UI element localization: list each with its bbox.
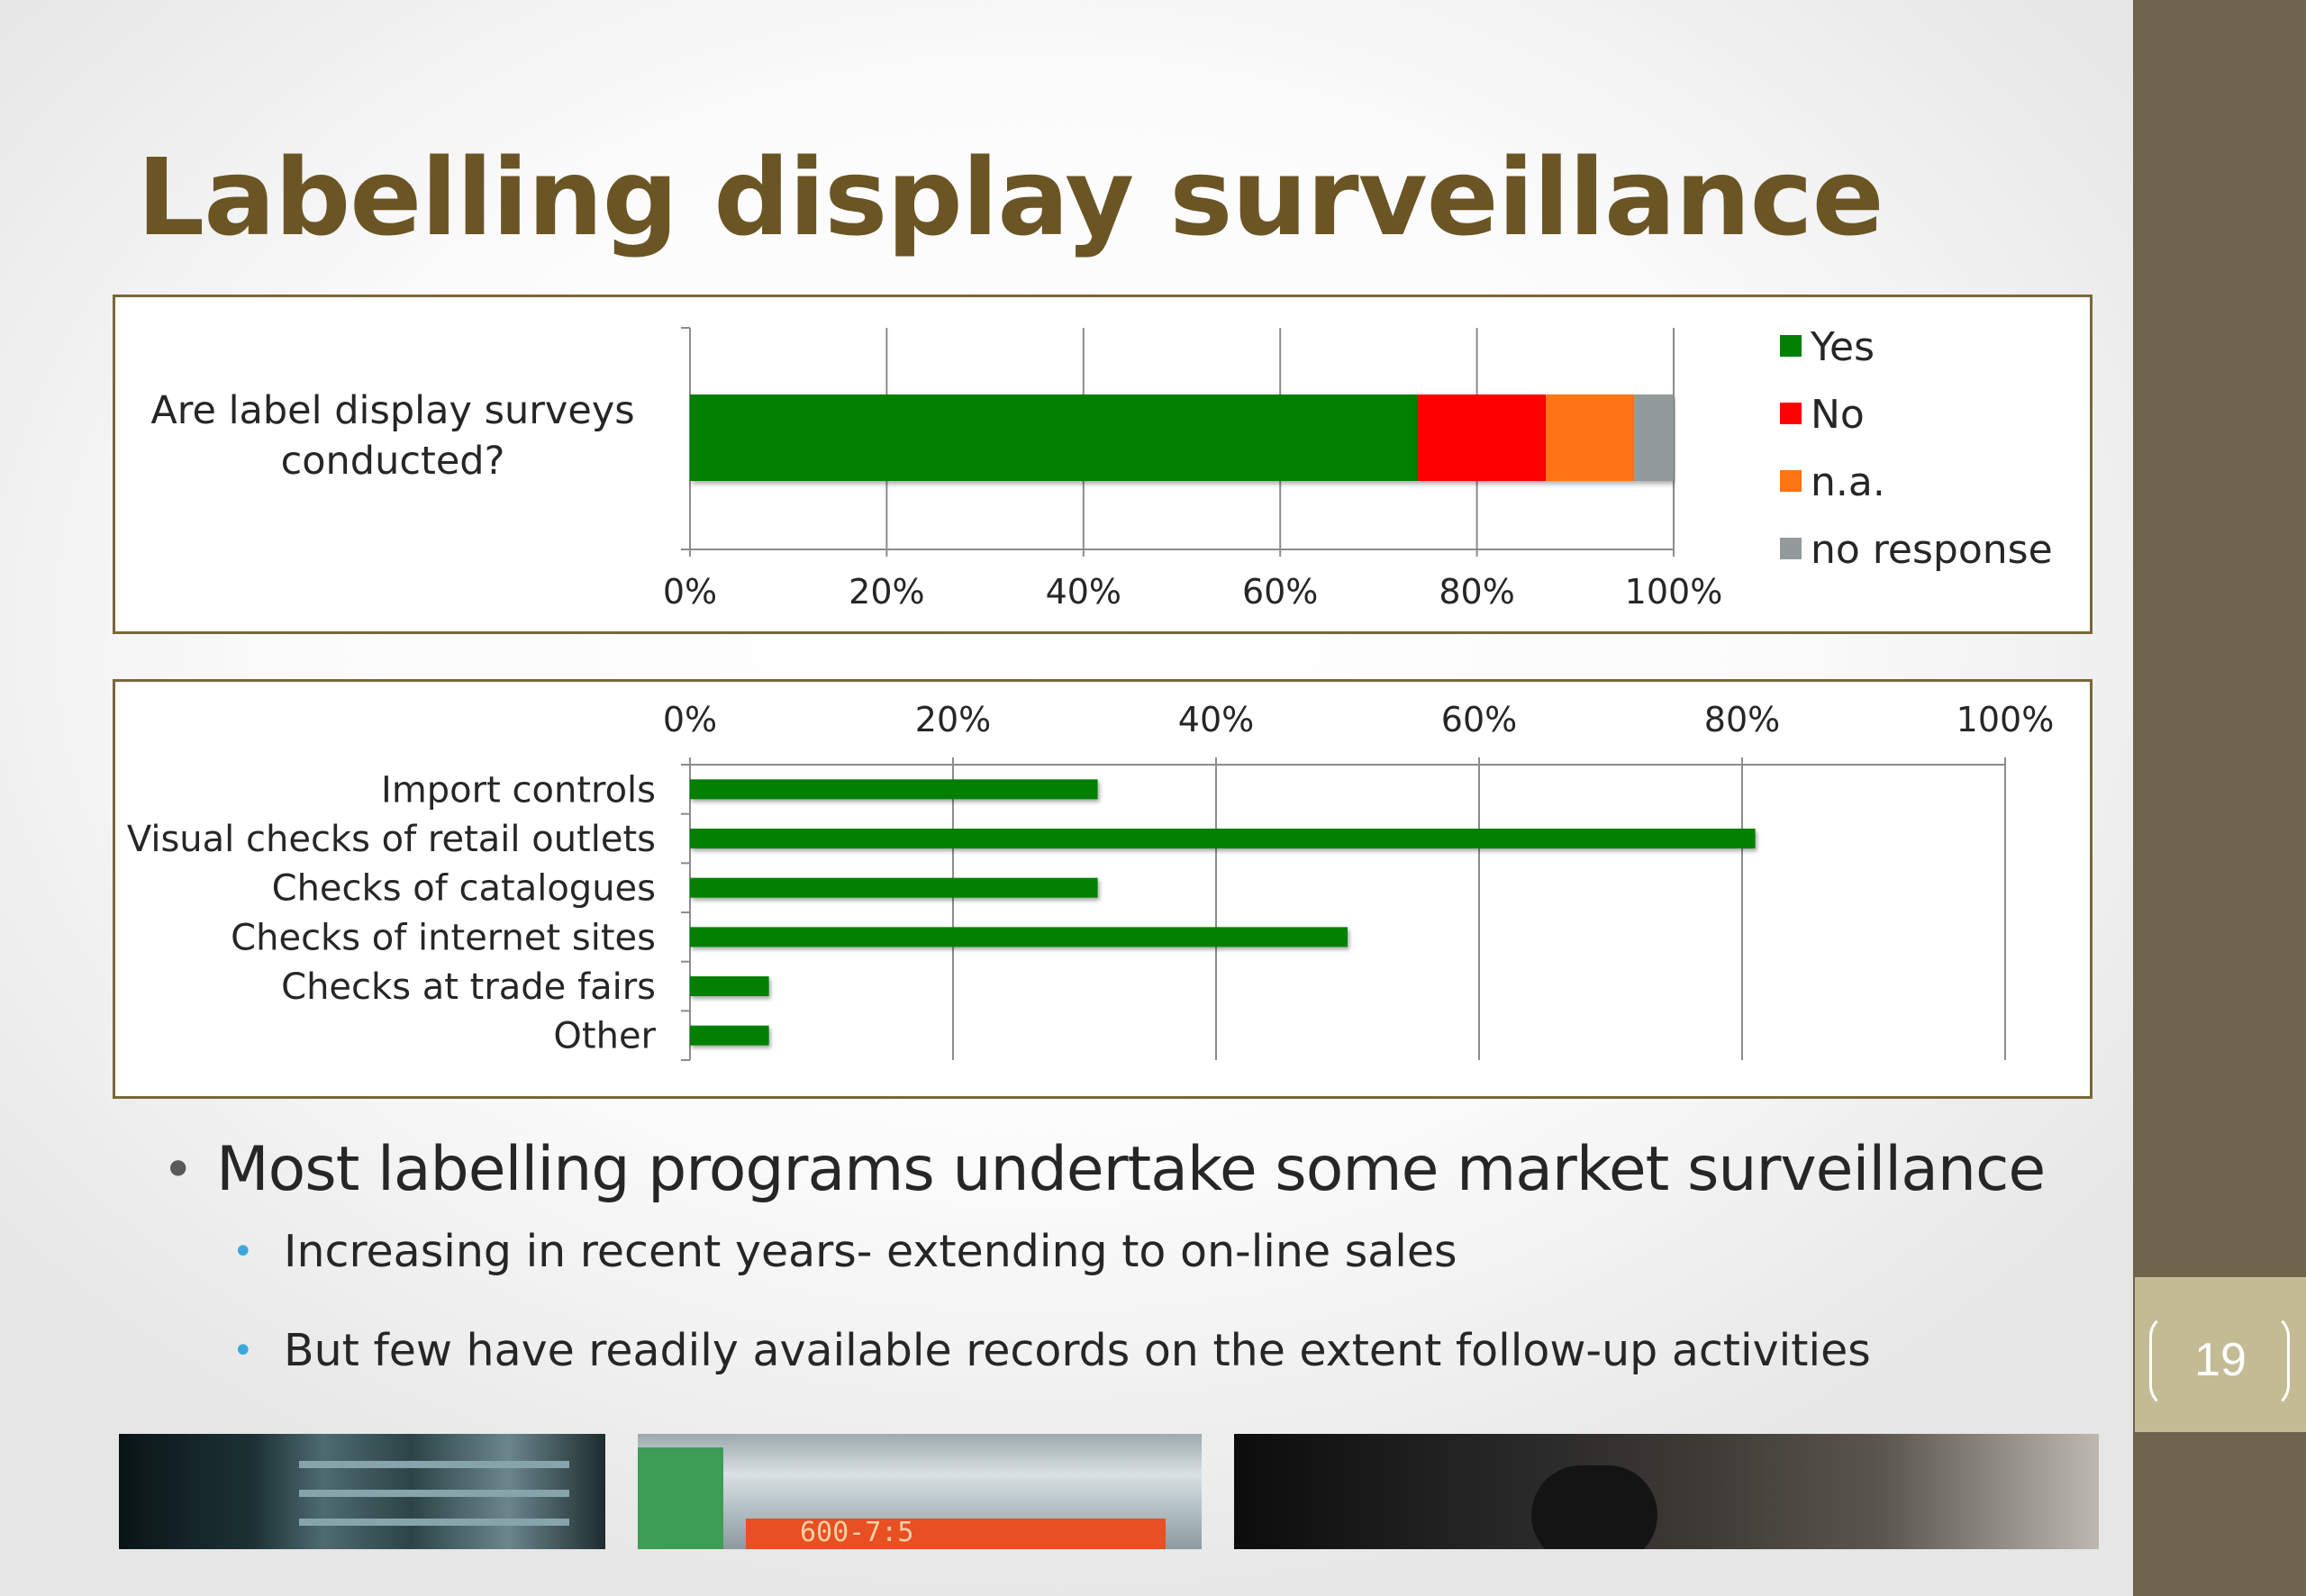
x-tick-label: 100% bbox=[1625, 572, 1723, 612]
photo-shelf-detail bbox=[299, 1519, 569, 1526]
photo-store-inspection bbox=[1234, 1434, 2099, 1549]
category-label: conducted? bbox=[281, 439, 505, 484]
x-tick-label: 80% bbox=[1704, 700, 1780, 739]
bar bbox=[690, 829, 1756, 848]
chart-frame-methods: 0% 20% 40% 60% 80% 100% Import controls Visual … bbox=[113, 679, 2093, 1099]
bar bbox=[690, 877, 1098, 898]
bar-segment bbox=[690, 394, 1419, 481]
x-tick-label: 20% bbox=[915, 700, 991, 739]
bullet-sub-text: But few have readily available records o… bbox=[284, 1325, 1871, 1376]
photo-person-detail bbox=[1531, 1465, 1657, 1549]
category-label: Visual checks of retail outlets bbox=[127, 819, 656, 860]
bar bbox=[690, 976, 769, 996]
bar-segment bbox=[1546, 394, 1635, 481]
category-label: Checks of internet sites bbox=[231, 917, 656, 958]
bullet-main-text: Most labelling programs undertake some m… bbox=[216, 1134, 2046, 1205]
legend-label: no response bbox=[1811, 527, 2053, 573]
page-number-bracket bbox=[2149, 1313, 2290, 1409]
bar bbox=[690, 779, 1098, 800]
legend-swatch bbox=[1780, 470, 1802, 492]
photo-label-panel bbox=[638, 1447, 723, 1549]
bullet-sub-text: Increasing in recent years- extending to… bbox=[284, 1226, 1457, 1277]
bullet-list: • Most labelling programs undertake some… bbox=[162, 1133, 2099, 1378]
bullet-dot: • bbox=[232, 1330, 254, 1372]
bullet-sub-2: • But few have readily available records… bbox=[162, 1324, 2099, 1378]
chart-frame-survey: 0% 20% 40% 60% 80% 100% Are label display surv… bbox=[113, 295, 2093, 634]
bar bbox=[690, 927, 1348, 948]
legend-label: Yes bbox=[1810, 324, 1875, 370]
x-tick-label: 0% bbox=[663, 572, 717, 612]
photo-price-strip bbox=[746, 1519, 1166, 1549]
bullet-dot: • bbox=[232, 1231, 254, 1273]
category-label: Other bbox=[553, 1016, 656, 1057]
x-tick-label: 100% bbox=[1956, 700, 2055, 739]
photo-energy-label: 600-7:5 bbox=[638, 1434, 1202, 1549]
photo-shelf-detail bbox=[299, 1490, 569, 1497]
legend-swatch bbox=[1780, 335, 1802, 357]
category-label: Checks at trade fairs bbox=[281, 966, 656, 1008]
category-label: Checks of catalogues bbox=[272, 868, 656, 910]
slide-title: Labelling display surveillance bbox=[137, 135, 1884, 259]
bullet-main: • Most labelling programs undertake some… bbox=[162, 1133, 2099, 1207]
methods-bar-chart: 0% 20% 40% 60% 80% 100% Import controls Visual … bbox=[127, 700, 2055, 1061]
legend-label: n.a. bbox=[1811, 459, 1885, 505]
survey-stacked-bar-chart: 0% 20% 40% 60% 80% 100% Are label display surv… bbox=[150, 324, 2053, 612]
photo-shelf-detail bbox=[299, 1461, 569, 1468]
category-label: Import controls bbox=[381, 769, 656, 811]
bar bbox=[690, 1025, 769, 1046]
page-number: 19 bbox=[2194, 1334, 2247, 1386]
x-tick-label: 40% bbox=[1178, 700, 1254, 739]
photo-appliance-shelves bbox=[119, 1434, 605, 1549]
x-tick-label: 60% bbox=[1441, 700, 1517, 739]
legend-label: No bbox=[1811, 392, 1865, 438]
bullet-sub-1: • Increasing in recent years- extending … bbox=[162, 1225, 2099, 1279]
legend-swatch bbox=[1780, 403, 1802, 424]
x-tick-label: 20% bbox=[849, 572, 924, 612]
x-tick-label: 0% bbox=[663, 700, 717, 739]
photo-label-text: 600-7:5 bbox=[800, 1517, 914, 1548]
bullet-dot: • bbox=[162, 1138, 194, 1202]
legend-swatch bbox=[1780, 538, 1802, 559]
bar-segment bbox=[1418, 394, 1547, 481]
category-label: Are label display surveys bbox=[150, 388, 634, 433]
bar-segment bbox=[1634, 394, 1674, 481]
x-tick-label: 40% bbox=[1046, 572, 1121, 612]
x-tick-label: 80% bbox=[1439, 572, 1514, 612]
x-tick-label: 60% bbox=[1242, 572, 1318, 612]
